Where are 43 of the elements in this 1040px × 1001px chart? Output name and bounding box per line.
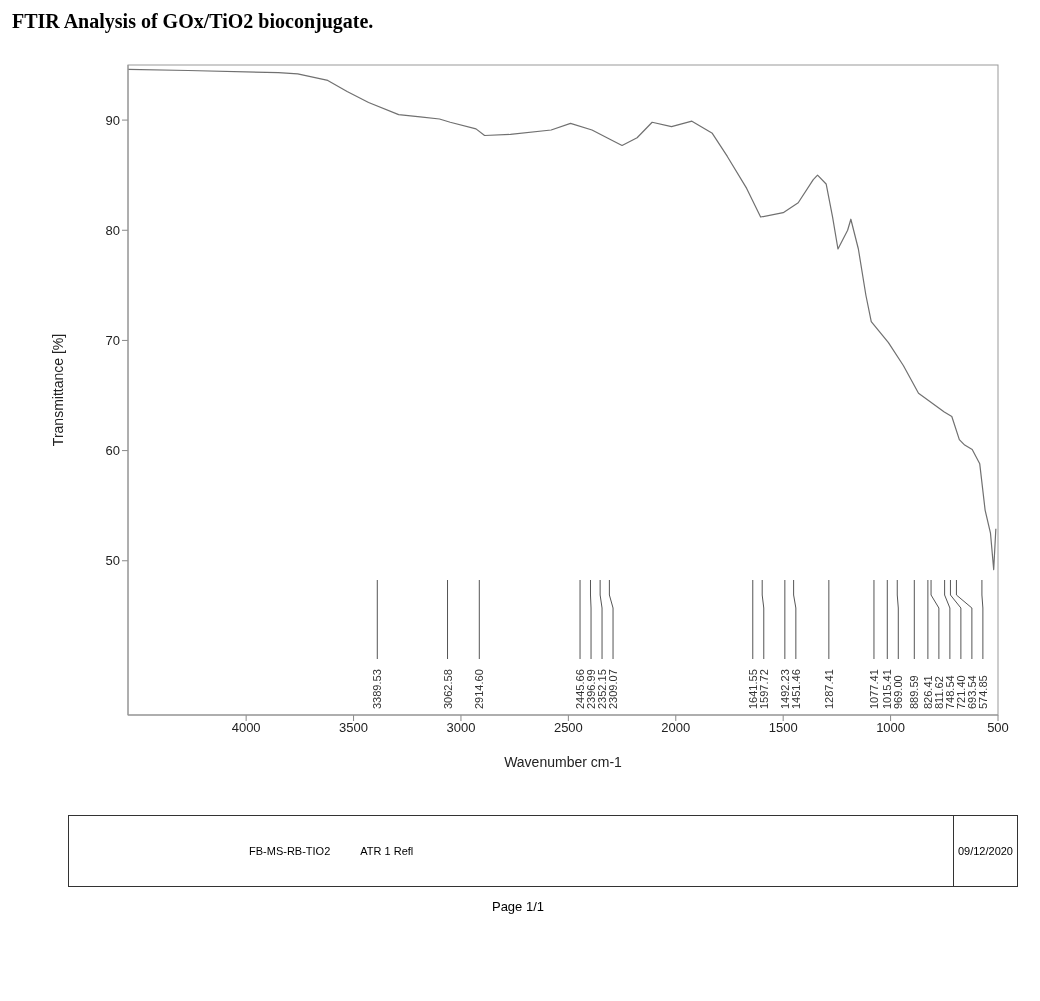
text: 09/12/2020 bbox=[952, 816, 1017, 886]
x-tick-label: 2500 bbox=[553, 720, 583, 736]
x-axis-title: Wavenumber cm-1 bbox=[504, 754, 623, 770]
annotation: 3062.58 bbox=[441, 669, 454, 709]
y-tick-label: 60 bbox=[105, 443, 120, 459]
text: ATR 1 Refl bbox=[360, 845, 414, 857]
annotation: 574.85 bbox=[976, 675, 989, 709]
annotation: 2396.99 bbox=[585, 669, 598, 709]
annotation: 3389.53 bbox=[371, 669, 384, 709]
annotation: 826.41 bbox=[921, 675, 934, 709]
text: FB-MS-RB-TIO2 bbox=[249, 845, 331, 857]
annotation: 748.54 bbox=[943, 675, 956, 709]
annotation: 2352.15 bbox=[596, 669, 609, 709]
annotation: 2445.66 bbox=[574, 669, 587, 709]
annotation: 1641.55 bbox=[746, 669, 759, 709]
x-tick-label: 3000 bbox=[446, 720, 476, 736]
line-series bbox=[128, 68, 997, 571]
annotation: 811.62 bbox=[932, 676, 945, 709]
x-tick-label: 1000 bbox=[876, 720, 906, 736]
x-tick-label: 4000 bbox=[231, 720, 261, 736]
annotation: 2914.60 bbox=[473, 669, 486, 709]
annotation: 1287.41 bbox=[822, 669, 835, 709]
annotation: 1077.41 bbox=[867, 669, 880, 709]
y-tick-label: 50 bbox=[105, 553, 120, 569]
text: Page 1/1 bbox=[490, 899, 545, 914]
annotation: 1015.41 bbox=[881, 669, 894, 709]
annotation: 969.00 bbox=[892, 675, 905, 709]
annotation: 889.59 bbox=[908, 675, 921, 709]
y-axis-title: Transmittance [%] bbox=[49, 333, 66, 447]
annotation: 693.54 bbox=[965, 675, 978, 709]
x-tick-label: 500 bbox=[987, 720, 1009, 736]
y-tick-label: 70 bbox=[105, 333, 120, 349]
y-tick-label: 80 bbox=[105, 222, 120, 238]
annotation: 1492.23 bbox=[778, 669, 791, 709]
y-tick-label: 90 bbox=[105, 112, 120, 128]
chart-title: FTIR Analysis of GOx/TiO2 bioconjugate. bbox=[11, 9, 375, 35]
x-tick-label: 1500 bbox=[768, 720, 798, 736]
annotation: 1597.72 bbox=[757, 669, 770, 709]
annotation: 721.40 bbox=[954, 675, 967, 709]
annotation: 2309.07 bbox=[607, 669, 620, 709]
annotation: 1451.46 bbox=[789, 669, 802, 709]
x-tick-label: 3500 bbox=[339, 720, 369, 736]
x-tick-label: 2000 bbox=[661, 720, 691, 736]
